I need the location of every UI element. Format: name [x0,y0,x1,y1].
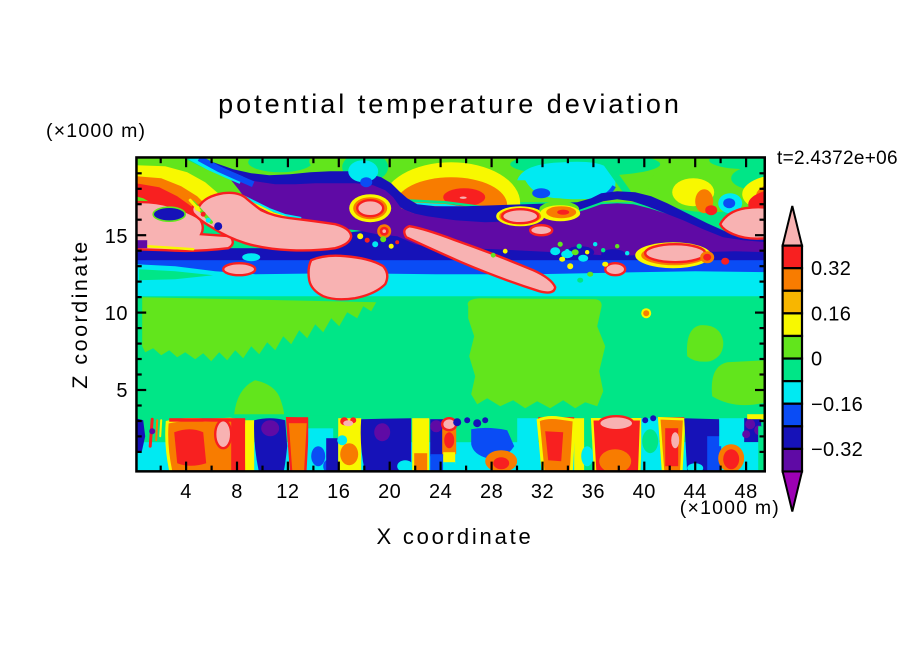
svg-text:32: 32 [531,481,554,503]
svg-text:potential temperature deviatio: potential temperature deviation [218,89,682,119]
svg-text:40: 40 [633,481,656,503]
svg-text:X coordinate: X coordinate [376,524,533,549]
svg-text:15: 15 [105,226,128,248]
svg-text:20: 20 [378,481,401,503]
svg-text:16: 16 [327,481,350,503]
svg-text:12: 12 [276,481,299,503]
svg-text:0.16: 0.16 [811,303,851,325]
svg-text:36: 36 [582,481,605,503]
svg-text:24: 24 [429,481,452,503]
svg-text:48: 48 [734,481,757,503]
svg-text:5: 5 [116,380,128,402]
svg-text:28: 28 [480,481,503,503]
svg-text:(×1000 m): (×1000 m) [680,497,780,519]
svg-text:−0.16: −0.16 [811,394,863,416]
svg-text:Z coordinate: Z coordinate [68,239,92,389]
svg-text:t=2.4372e+06: t=2.4372e+06 [777,148,898,169]
svg-text:8: 8 [231,481,243,503]
svg-text:4: 4 [180,481,192,503]
svg-text:−0.32: −0.32 [811,439,863,461]
svg-text:0.32: 0.32 [811,258,851,280]
svg-text:10: 10 [105,303,128,325]
svg-text:44: 44 [684,481,707,503]
svg-text:0: 0 [811,349,822,371]
svg-text:(×1000 m): (×1000 m) [46,120,146,142]
